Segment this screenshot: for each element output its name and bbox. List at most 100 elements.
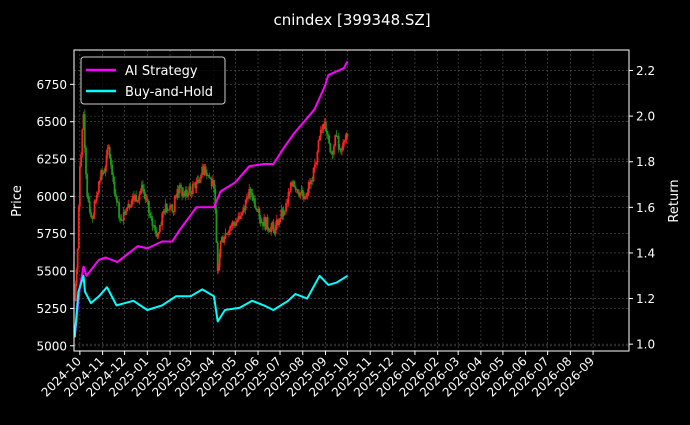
candle-body — [316, 151, 319, 163]
candle-body — [281, 209, 284, 216]
candle-body — [139, 190, 142, 195]
candle-body — [101, 170, 104, 175]
candle-body — [150, 216, 153, 219]
candle-body — [298, 193, 301, 197]
candle-body — [326, 130, 328, 135]
candle-body — [236, 220, 239, 223]
candle-body — [177, 188, 180, 194]
candle-body — [277, 219, 279, 225]
candle-body — [224, 233, 227, 239]
candle-body — [295, 189, 298, 191]
candle-body — [77, 206, 80, 249]
candle-body — [279, 218, 282, 223]
candle-body — [214, 188, 217, 210]
candle-body — [203, 166, 206, 175]
candle-body — [112, 174, 115, 182]
candle-body — [132, 195, 135, 201]
candle-body — [257, 209, 260, 212]
y-right-tick-label: 2.2 — [636, 64, 655, 78]
candle-body — [198, 178, 201, 183]
candle-body — [128, 203, 131, 208]
candle-body — [200, 174, 202, 179]
candle-body — [166, 209, 169, 211]
candle-body — [343, 140, 346, 143]
candle-body — [102, 172, 105, 175]
candle-body — [331, 151, 334, 155]
candle-body — [162, 211, 165, 214]
x-axis: 2024-102024-112024-122025-012025-022025-… — [39, 351, 597, 400]
candle-body — [315, 162, 318, 165]
candle-body — [225, 233, 228, 235]
candle-body — [119, 217, 122, 219]
candle-body — [108, 147, 111, 158]
candle-body — [337, 135, 340, 150]
candle-body — [209, 177, 212, 179]
candle-body — [218, 253, 221, 267]
y-right-tick-label: 1.6 — [636, 201, 655, 215]
candle-body — [344, 139, 347, 141]
candle-body — [183, 192, 186, 197]
candle-body — [324, 121, 327, 131]
candle-body — [222, 236, 224, 243]
candle-body — [81, 129, 84, 155]
y-left-tick-label: 5500 — [36, 265, 67, 279]
candle-body — [127, 203, 130, 208]
candle-body — [201, 166, 204, 175]
candle-body — [188, 186, 191, 194]
candle-body — [131, 195, 134, 201]
candle-body — [165, 203, 168, 211]
candle-body — [231, 222, 234, 226]
return-lines — [73, 60, 349, 338]
legend-label-buy-and-hold: Buy-and-Hold — [125, 85, 213, 100]
candle-body — [182, 192, 185, 197]
candle-body — [157, 231, 160, 234]
candle-body — [313, 164, 316, 168]
candle-body — [181, 187, 184, 197]
y-right-tick-label: 1.8 — [636, 155, 655, 169]
candle-body — [86, 174, 89, 197]
candle-body — [135, 195, 138, 202]
candle-body — [288, 191, 291, 193]
candle-body — [154, 225, 156, 231]
candle-body — [272, 222, 275, 230]
candle-body — [217, 266, 220, 272]
candle-body — [88, 201, 91, 213]
candle-body — [327, 134, 329, 136]
candle-body — [244, 199, 247, 211]
candle-body — [195, 181, 198, 189]
candle-body — [175, 195, 177, 198]
candle-body — [234, 223, 236, 226]
candle-body — [229, 226, 232, 231]
candle-body — [258, 209, 261, 219]
candle-body — [130, 200, 133, 208]
candle-body — [140, 184, 143, 191]
candle-body — [241, 212, 243, 216]
candle-body — [282, 211, 285, 216]
candle-body — [310, 180, 312, 185]
candle-body — [205, 172, 208, 176]
candle-body — [264, 217, 267, 230]
candle-body — [207, 175, 209, 176]
candle-body — [87, 196, 90, 202]
candle-body — [211, 179, 214, 186]
candle-body — [292, 181, 295, 186]
candle-body — [107, 147, 110, 149]
candle-body — [208, 175, 211, 178]
candle-body — [158, 225, 161, 232]
candle-body — [91, 216, 94, 219]
candle-body — [275, 219, 278, 226]
candle-body — [269, 230, 271, 233]
candle-body — [318, 136, 321, 141]
candle-body — [110, 157, 112, 165]
candle-body — [303, 196, 305, 200]
candle-body — [113, 181, 116, 194]
candle-body — [75, 269, 78, 284]
candle-body — [274, 225, 277, 234]
y-right-tick-label: 2.0 — [636, 110, 655, 124]
candle-body — [299, 192, 302, 197]
candle-body — [220, 236, 223, 242]
candle-body — [312, 167, 315, 182]
candle-body — [99, 180, 101, 182]
legend-box — [80, 56, 226, 105]
